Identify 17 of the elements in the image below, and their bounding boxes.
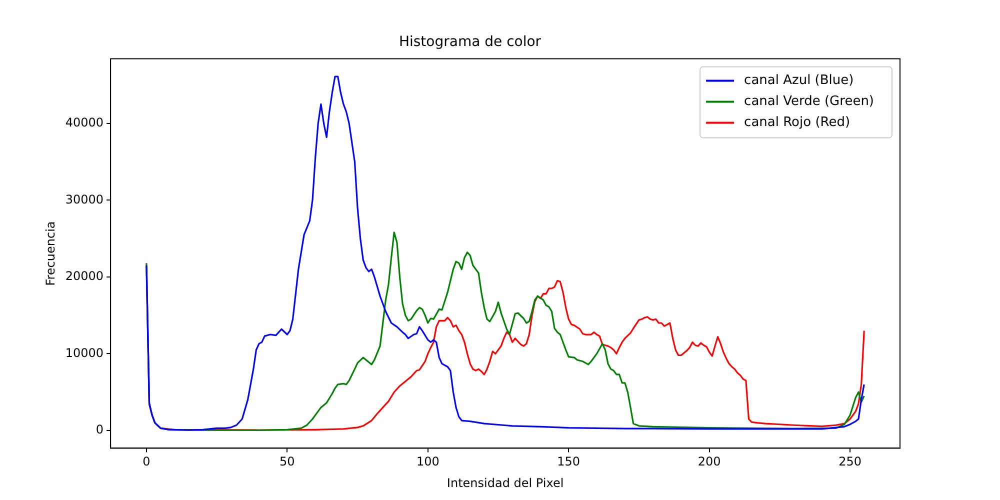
x-axis-title: Intensidad del Pixel [446,476,564,490]
x-tick-label: 0 [142,454,150,469]
y-tick-label: 40000 [65,115,104,130]
legend-label: canal Verde (Green) [744,94,874,110]
y-axis-title: Frecuencia [43,221,58,286]
x-tick-label: 250 [838,454,862,469]
x-tick-label: 50 [280,454,295,469]
y-tick-label: 20000 [65,269,104,284]
legend-label: canal Rojo (Red) [744,115,850,130]
y-tick-label: 10000 [65,346,104,360]
y-tick-label: 0 [96,422,104,437]
x-tick-label: 150 [557,454,580,469]
chart-title: Histograma de color [398,34,542,50]
y-tick-label: 30000 [65,192,104,206]
x-tick-label: 200 [698,454,721,469]
legend-label: canal Azul (Blue) [744,73,854,88]
x-tick-label: 100 [416,454,440,469]
